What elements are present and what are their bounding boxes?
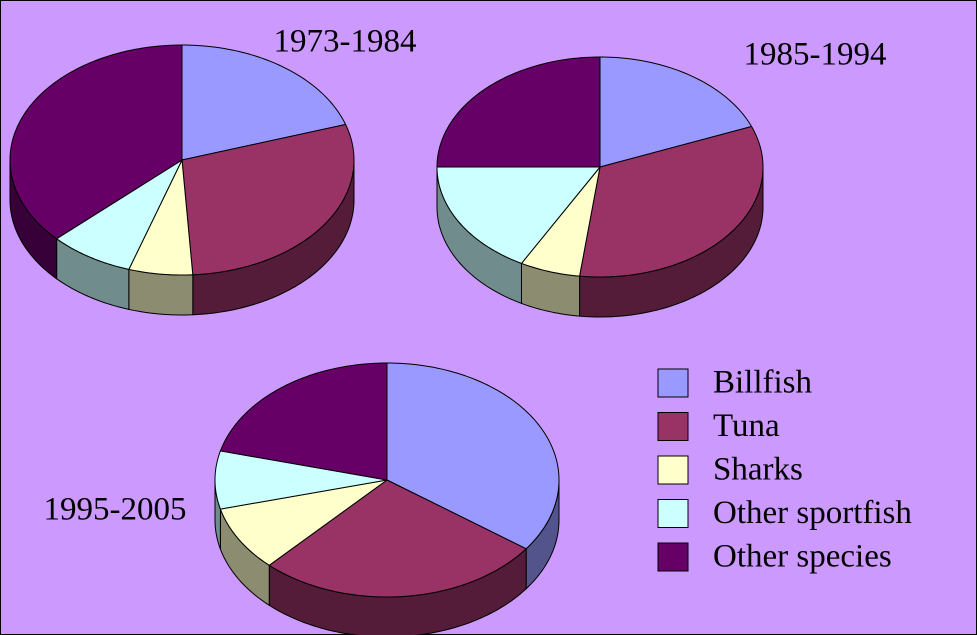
pie-title: 1973-1984: [274, 24, 417, 60]
pie-side: [128, 268, 194, 316]
pie-slice: [181, 123, 355, 276]
pie-slice: [599, 56, 753, 168]
pie-slice: [268, 479, 528, 598]
legend-swatch: [657, 455, 689, 485]
pie-title: 1995-2005: [44, 492, 187, 528]
legend-label: Other sportfish: [713, 495, 912, 531]
pie-slice: [181, 44, 347, 161]
legend-label: Sharks: [713, 452, 803, 488]
pie-slice: [386, 362, 560, 550]
legend-swatch: [657, 412, 689, 441]
legend-swatch: [657, 499, 689, 528]
legend-label: Billfish: [713, 365, 813, 401]
legend-swatch: [657, 368, 689, 398]
pie-slice: [214, 450, 388, 510]
pie-slice: [219, 362, 388, 481]
pie-title: 1985-1994: [744, 37, 887, 73]
legend-label: Tuna: [713, 408, 780, 444]
legend-swatch: [657, 542, 689, 572]
pie-slice: [128, 158, 194, 276]
pie-slice: [436, 56, 601, 168]
legend-label: Other species: [713, 539, 892, 575]
pie-slice: [55, 158, 184, 270]
pie-slice: [9, 44, 183, 240]
pie-slice: [520, 166, 601, 277]
pie-slice: [219, 479, 388, 566]
pie-slice: [436, 166, 602, 264]
pie-slice: [578, 125, 764, 278]
